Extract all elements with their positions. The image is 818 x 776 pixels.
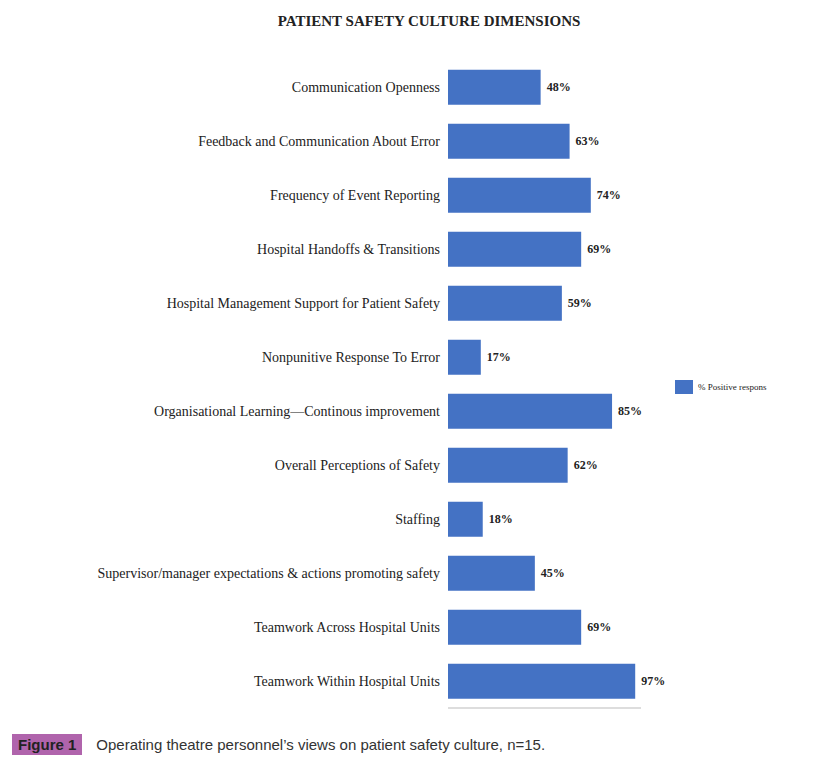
svg-text:Feedback and Communication Abo: Feedback and Communication About Error [198, 134, 440, 149]
svg-text:17%: 17% [487, 350, 511, 364]
svg-text:Overall Perceptions of Safety: Overall Perceptions of Safety [275, 458, 440, 473]
svg-text:62%: 62% [574, 458, 598, 472]
svg-text:Supervisor/manager expectation: Supervisor/manager expectations & action… [97, 566, 440, 581]
svg-text:Hospital Handoffs & Transition: Hospital Handoffs & Transitions [257, 242, 440, 257]
svg-text:97%: 97% [641, 674, 665, 688]
svg-text:Teamwork Across Hospital Units: Teamwork Across Hospital Units [254, 620, 440, 635]
svg-text:59%: 59% [568, 296, 592, 310]
svg-text:Teamwork Within Hospital Units: Teamwork Within Hospital Units [254, 674, 440, 689]
svg-text:Nonpunitive Response To Error: Nonpunitive Response To Error [262, 350, 440, 365]
svg-text:18%: 18% [489, 512, 513, 526]
svg-text:48%: 48% [547, 80, 571, 94]
svg-text:63%: 63% [576, 134, 600, 148]
svg-text:74%: 74% [597, 188, 621, 202]
svg-text:45%: 45% [541, 566, 565, 580]
html-text:Operating theatre personnel’s: Operating theatre personnel’s views on p… [96, 736, 546, 753]
html-text:PATIENT SAFETY CULTURE DIMENSI: PATIENT SAFETY CULTURE DIMENSIONS [277, 13, 581, 29]
svg-text:Organisational Learning—Contin: Organisational Learning—Continous improv… [154, 404, 440, 419]
html-text:% Positive respons: % Positive respons [698, 382, 767, 392]
svg-text:Frequency of Event Reporting: Frequency of Event Reporting [270, 188, 440, 203]
svg-text:Hospital Management Support fo: Hospital Management Support for Patient … [167, 296, 440, 311]
svg-text:85%: 85% [618, 404, 642, 418]
svg-text:69%: 69% [587, 620, 611, 634]
svg-text:69%: 69% [587, 242, 611, 256]
html-text:Figure 1: Figure 1 [18, 736, 77, 753]
svg-text:Staffing: Staffing [395, 512, 440, 527]
svg-text:Communication Openness: Communication Openness [292, 80, 440, 95]
